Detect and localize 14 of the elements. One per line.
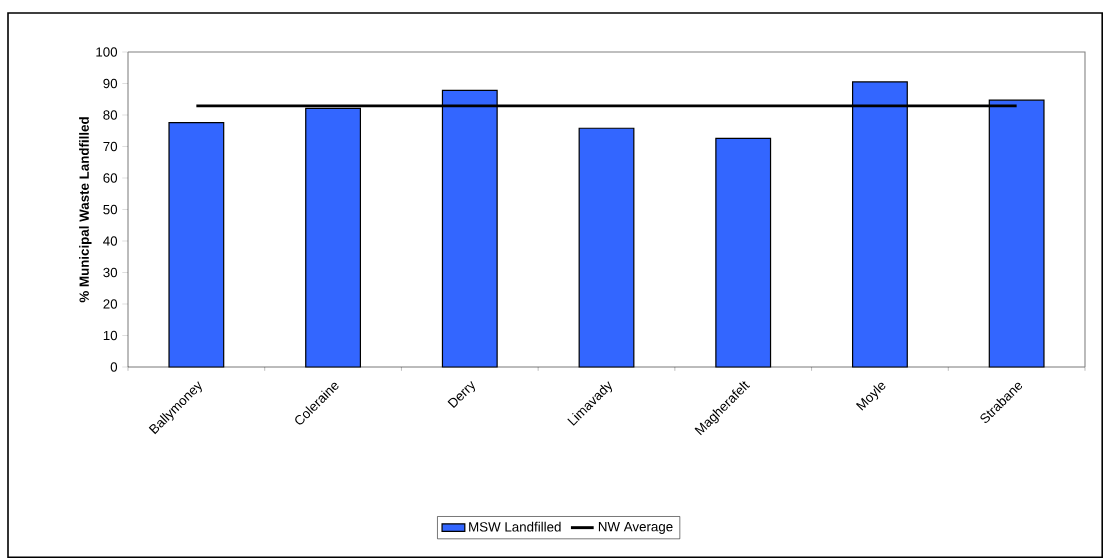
y-tick-label: 20 <box>103 299 118 309</box>
y-tick-label: 40 <box>103 236 118 246</box>
y-tick-label: 90 <box>103 78 118 89</box>
y-tick-label: 10 <box>103 330 118 341</box>
legend-label: MSW Landfilled <box>469 521 561 532</box>
y-tick-label: 70 <box>103 141 118 152</box>
legend-label: NW Average <box>598 522 673 534</box>
y-tick-label: 100 <box>96 47 118 57</box>
y-tick-label: 0 <box>110 362 118 372</box>
y-tick-label: 50 <box>103 204 118 215</box>
y-tick-label: 30 <box>103 267 118 278</box>
y-tick-label: 80 <box>103 110 118 120</box>
y-axis-title: % Municipal Waste Landfilled <box>79 117 92 303</box>
y-tick-label: 60 <box>103 173 118 183</box>
